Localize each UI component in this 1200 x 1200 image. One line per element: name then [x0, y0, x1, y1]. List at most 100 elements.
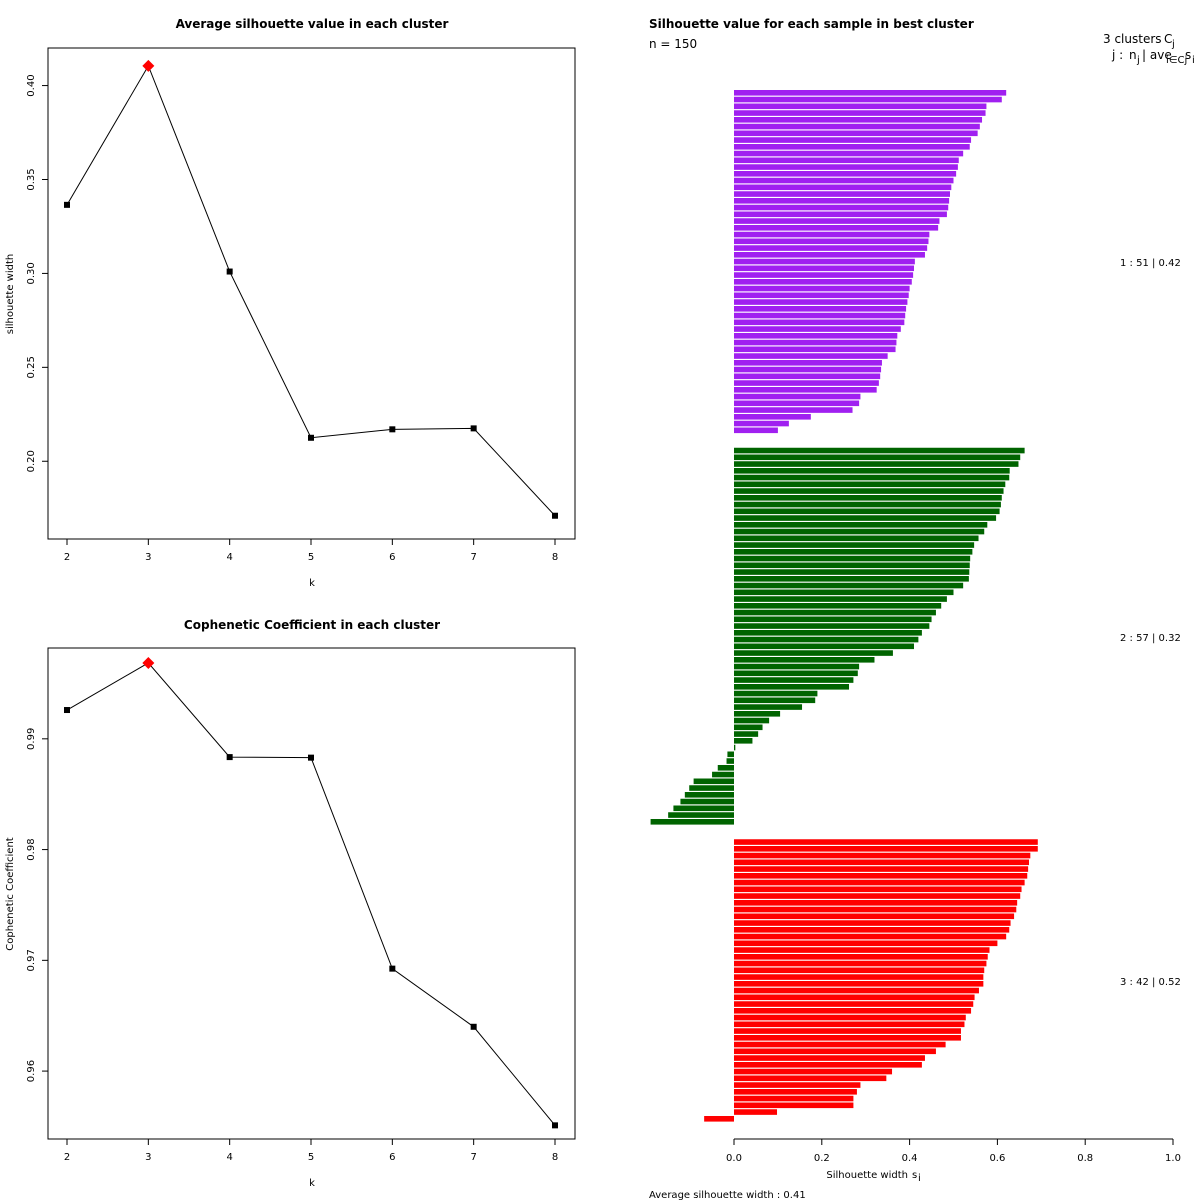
silhouette-bar [734, 717, 770, 724]
x-tick-label: 8 [552, 1152, 558, 1163]
data-point [226, 268, 233, 275]
x-tick-label: 8 [552, 552, 558, 563]
silhouette-bar [734, 974, 984, 980]
cophenetic-line-chart: Cophenetic Coefficient in each cluster C… [5, 618, 576, 1189]
cluster-label: 1 : 51 | 0.42 [1120, 258, 1181, 269]
silhouette-bar [734, 866, 1029, 872]
silhouette-bar [734, 157, 959, 164]
silhouette-bar [734, 265, 914, 272]
silhouette-bar [734, 697, 816, 704]
silhouette-bar [734, 272, 914, 278]
silhouette-bar [734, 420, 789, 427]
x-tick-label: 3 [145, 1152, 151, 1163]
x-tick-label: 4 [226, 552, 232, 563]
chart2-xlabel: k [309, 1178, 315, 1189]
data-point [389, 426, 396, 433]
silhouette-bar [734, 657, 875, 663]
silhouette-bar [734, 542, 975, 548]
silhouette-bar [734, 636, 919, 643]
y-tick-label: 0.97 [26, 949, 37, 971]
silhouette-bar [734, 1014, 966, 1021]
silhouette-bar [734, 569, 970, 575]
y-tick-label: 0.98 [26, 838, 37, 860]
silhouette-bar [734, 555, 971, 562]
silhouette-bar [734, 1035, 961, 1041]
chart1-plot-frame [47, 47, 576, 540]
legend-header-symbol: C [1164, 32, 1172, 46]
chart2-marks [64, 656, 558, 1129]
silhouette-bar [734, 852, 1031, 859]
y-tick-label: 0.40 [26, 74, 37, 96]
best-k-point [142, 59, 155, 72]
silhouette-bar [734, 346, 896, 353]
x-tick-label: 6 [389, 1152, 395, 1163]
chart2-ylabel: Cophenetic Coefficient [5, 837, 16, 950]
silhouette-bar [734, 738, 753, 744]
silhouette-bar [734, 549, 973, 555]
x-tick-label: 4 [226, 1152, 232, 1163]
silhouette-bar [734, 1021, 965, 1028]
silhouette-bar [734, 414, 811, 420]
silhouette-bar [734, 171, 957, 177]
silhouette-bar [734, 900, 1018, 906]
silhouette-bar [734, 873, 1028, 879]
series-line [66, 662, 556, 1126]
silhouette-bar [734, 326, 901, 332]
silhouette-bar [734, 447, 1025, 454]
silhouette-bar [717, 765, 734, 771]
silhouette-bar [727, 751, 734, 758]
silhouette-bar [734, 711, 781, 717]
silhouette-bar [734, 130, 978, 137]
silhouette-bar [734, 1055, 925, 1061]
data-point [64, 201, 70, 208]
silhouette-bar [726, 758, 734, 764]
silhouette-bar [734, 339, 897, 346]
silhouette-bar [684, 792, 734, 798]
silhouette-bar [734, 360, 882, 366]
silhouette-bar [734, 400, 860, 407]
x-tick-label: 6 [389, 552, 395, 563]
silhouette-bar [734, 522, 988, 528]
silhouette-bar [734, 846, 1038, 852]
silhouette-bar [734, 461, 1019, 467]
silhouette-bar [734, 535, 979, 542]
x-tick-label: 7 [470, 1152, 476, 1163]
silhouette-bar [734, 211, 947, 218]
chart1-marks [64, 59, 558, 519]
silhouette-bar [734, 609, 936, 616]
silhouette-bar [734, 576, 969, 582]
y-tick-label: 0.35 [26, 168, 37, 190]
silhouette-bar [734, 380, 879, 386]
silhouette-bar [734, 630, 922, 636]
silhouette-bar [734, 508, 1000, 515]
silhouette-bar-chart: Silhouette value for each sample in best… [649, 17, 1195, 1200]
data-point [226, 754, 233, 761]
silhouette-bar [734, 886, 1022, 893]
silhouette-bar [734, 238, 929, 245]
silhouette-bar [734, 981, 984, 987]
silhouette-bar [734, 225, 939, 231]
chart3-n-label: n = 150 [649, 37, 697, 51]
silhouette-bar [734, 596, 947, 602]
silhouette-bar [734, 333, 898, 339]
silhouette-bar [650, 819, 734, 825]
series-line [66, 64, 556, 517]
silhouette-bar [734, 690, 818, 697]
silhouette-bar [734, 954, 988, 960]
y-tick-label: 0.96 [26, 1060, 37, 1082]
silhouette-bar [734, 191, 950, 197]
silhouette-bar [668, 812, 734, 818]
x-tick-label: 0.6 [989, 1153, 1005, 1164]
silhouette-bar [734, 960, 987, 967]
silhouette-bar [734, 373, 881, 380]
silhouette-bar [734, 643, 914, 650]
silhouette-bar [734, 650, 893, 656]
silhouette-bar [689, 785, 734, 791]
silhouette-bar [734, 1048, 936, 1055]
silhouette-bar [734, 1095, 854, 1102]
silhouette-bar [734, 387, 877, 393]
y-tick-label: 0.20 [26, 450, 37, 472]
silhouette-bar [734, 724, 763, 731]
chart2-title: Cophenetic Coefficient in each cluster [184, 618, 440, 632]
silhouette-bar [734, 663, 860, 670]
